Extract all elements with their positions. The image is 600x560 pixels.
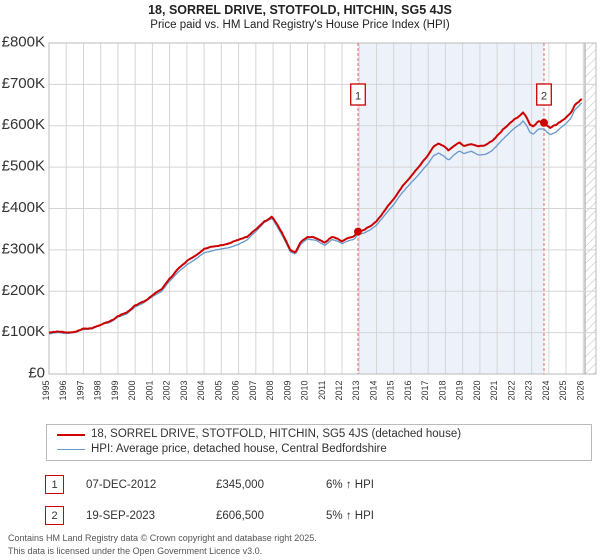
- svg-text:£500K: £500K: [2, 158, 45, 175]
- svg-text:2010: 2010: [300, 381, 310, 401]
- svg-text:2002: 2002: [162, 381, 172, 401]
- svg-text:2006: 2006: [231, 381, 241, 401]
- svg-text:1998: 1998: [93, 381, 103, 401]
- svg-text:2005: 2005: [213, 381, 223, 401]
- svg-text:2021: 2021: [489, 380, 499, 400]
- svg-text:2009: 2009: [282, 381, 292, 401]
- svg-text:1995: 1995: [41, 381, 51, 401]
- svg-text:1997: 1997: [76, 381, 86, 401]
- svg-text:2008: 2008: [265, 381, 275, 401]
- svg-text:2015: 2015: [386, 381, 396, 401]
- svg-text:£600K: £600K: [2, 116, 45, 133]
- svg-text:2025: 2025: [558, 381, 568, 401]
- svg-text:2018: 2018: [437, 381, 447, 401]
- svg-text:2026: 2026: [575, 381, 585, 401]
- svg-text:2017: 2017: [420, 381, 430, 401]
- svg-text:£0: £0: [28, 365, 45, 382]
- svg-text:£400K: £400K: [2, 199, 45, 216]
- svg-text:2019: 2019: [455, 381, 465, 401]
- svg-text:2016: 2016: [403, 381, 413, 401]
- svg-text:1: 1: [355, 91, 361, 103]
- svg-text:2023: 2023: [524, 381, 534, 401]
- svg-text:2020: 2020: [472, 381, 482, 401]
- svg-text:2022: 2022: [506, 381, 516, 401]
- svg-text:2013: 2013: [351, 381, 361, 401]
- svg-text:£300K: £300K: [2, 240, 45, 257]
- svg-text:1996: 1996: [58, 381, 68, 401]
- svg-text:£100K: £100K: [2, 323, 45, 340]
- svg-text:1999: 1999: [110, 381, 120, 401]
- svg-text:2001: 2001: [144, 381, 154, 401]
- svg-text:2012: 2012: [334, 381, 344, 401]
- svg-text:2003: 2003: [179, 381, 189, 401]
- svg-text:2011: 2011: [317, 381, 327, 400]
- svg-text:2007: 2007: [248, 381, 258, 401]
- svg-text:£800K: £800K: [2, 34, 45, 51]
- svg-text:£700K: £700K: [2, 75, 45, 92]
- svg-text:2: 2: [541, 91, 547, 103]
- svg-text:£200K: £200K: [2, 282, 45, 299]
- svg-text:2004: 2004: [196, 381, 206, 401]
- svg-text:2014: 2014: [369, 381, 379, 401]
- svg-text:2024: 2024: [541, 381, 551, 401]
- svg-text:2000: 2000: [127, 381, 137, 401]
